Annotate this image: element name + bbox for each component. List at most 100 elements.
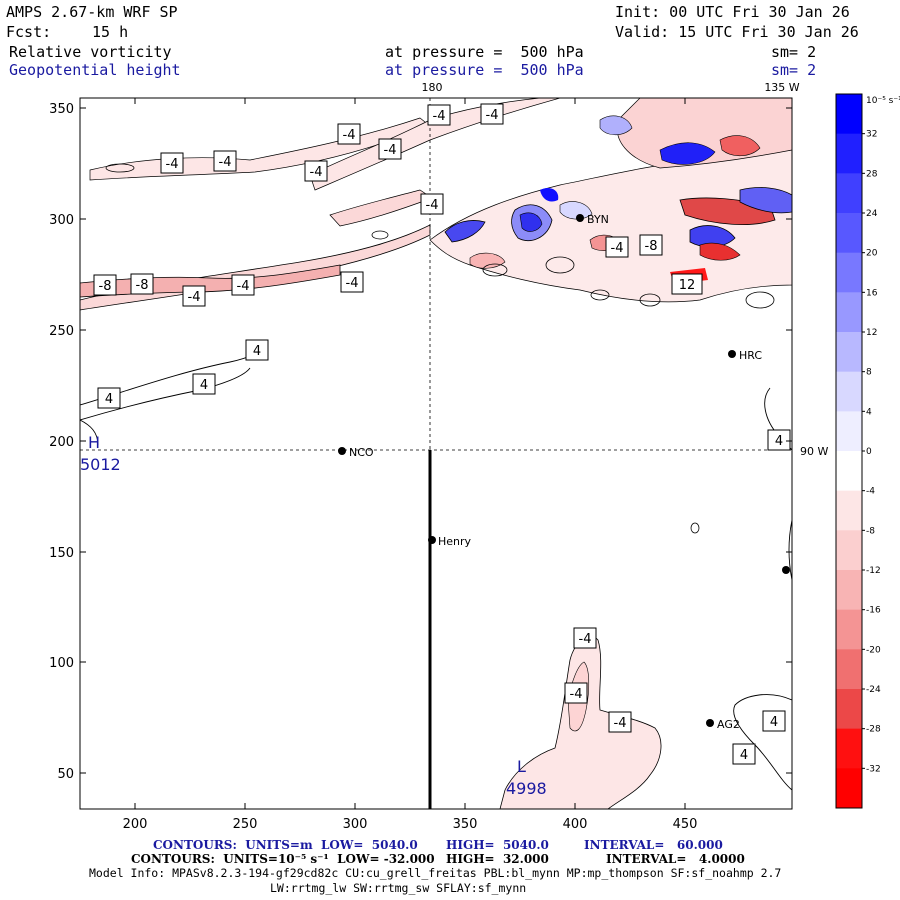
svg-text:4: 4: [775, 434, 783, 449]
colorbar-cell: [836, 649, 862, 690]
colorbar: 32 28 24 20 16 12 8 4 0 -4 -8 -12 -16 -20 -24 -28 -32 10…: [835, 93, 900, 809]
svg-text:-4: -4: [166, 157, 179, 172]
x-tick-label: 400: [563, 817, 588, 832]
colorbar-tick-label: 20: [866, 249, 878, 259]
svg-text:-4: -4: [570, 687, 583, 702]
colorbar-cell: [836, 490, 862, 531]
contour-loop: [745, 291, 775, 309]
forecast-hour: 15 h: [92, 23, 129, 41]
field2-level: at pressure = 500 hPa: [385, 61, 584, 79]
positive-vorticity-blob: [540, 188, 559, 202]
svg-text:-4: -4: [346, 276, 359, 291]
contour-label: -4: [231, 274, 255, 296]
svg-text:-4: -4: [433, 109, 446, 124]
field1-smoothing: sm= 2: [771, 43, 817, 61]
x-tick-label: 300: [343, 817, 368, 832]
y-tick-label: 250: [49, 324, 74, 339]
y-tick-label: 150: [49, 546, 74, 561]
y-tick-label: 200: [49, 435, 74, 450]
footer-model-info-physics: LW:rrtmg_lw SW:rrtmg_sw SFLAY:sf_mynn: [270, 881, 527, 895]
svg-text:-4: -4: [219, 155, 232, 170]
colorbar-unit: 10⁻⁵ s⁻¹: [866, 96, 900, 106]
colorbar-cell: [836, 768, 862, 809]
colorbar-tick-label: -4: [866, 487, 875, 497]
colorbar-tick-label: 4: [866, 407, 872, 417]
svg-text:-4: -4: [611, 241, 624, 256]
y-tick-label: 100: [49, 656, 74, 671]
contour-label: -8: [93, 274, 117, 296]
valid-time: Valid: 15 UTC Fri 30 Jan 26: [615, 23, 859, 41]
y-axis-labels: 350 300 250 200 150 100 50: [49, 102, 74, 782]
x-tick-label: 250: [233, 817, 258, 832]
footer-vorticity-interval: INTERVAL= 4.0000: [606, 852, 745, 866]
colorbar-tick-label: 16: [866, 288, 878, 298]
contour-label: -4: [304, 160, 328, 182]
positive-contour: [80, 419, 99, 446]
footer-vorticity-high: HIGH= 32.000: [446, 852, 549, 866]
contour-loop: [105, 163, 135, 173]
y-tick-label: 300: [49, 213, 74, 228]
negative-vorticity-blob: [719, 135, 761, 157]
positive-contour: [733, 694, 792, 791]
colorbar-cell: [836, 213, 862, 254]
contour-label: -4: [564, 682, 588, 704]
footer-height-high: HIGH= 5040.0: [446, 838, 549, 852]
negative-vorticity-blob: [469, 252, 506, 269]
svg-text:-4: -4: [614, 716, 627, 731]
x-tick-label: 450: [673, 817, 698, 832]
contour-label: -4: [337, 123, 361, 145]
station-label-henry: Henry: [438, 535, 472, 548]
positive-vorticity-blob: [739, 187, 792, 214]
contour-loop: [371, 230, 389, 240]
colorbar-tick-label: 32: [866, 130, 877, 140]
vorticity-band: [329, 189, 433, 227]
station-marker-byn: [576, 214, 584, 222]
colorbar-tick-label: -16: [866, 606, 881, 616]
colorbar-tick-label: -24: [866, 685, 881, 695]
positive-contour: [788, 519, 792, 581]
contour-label: 4: [245, 339, 269, 361]
high-pressure-marker: H: [88, 433, 100, 452]
colorbar-cell: [836, 570, 862, 611]
positive-contour: [80, 367, 251, 421]
x-tick-label: 200: [123, 817, 148, 832]
station-marker-ag2: [706, 719, 714, 727]
colorbar-cell: [836, 689, 862, 730]
contour-label: -4: [213, 150, 237, 172]
x-axis-labels: 200 250 300 350 400 450: [123, 817, 698, 832]
contour-label: -4: [480, 103, 504, 125]
init-time: Init: 00 UTC Fri 30 Jan 26: [615, 3, 850, 21]
station-label-byn: BYN: [587, 213, 609, 226]
positive-vorticity-blob: [519, 212, 543, 232]
contour-label: -4: [605, 236, 629, 258]
colorbar-cell: [836, 292, 862, 333]
contour-loop: [590, 289, 610, 301]
colorbar-cell: [836, 94, 862, 135]
y-tick-label: 50: [57, 767, 74, 782]
svg-text:-8: -8: [136, 278, 149, 293]
contour-loop: [482, 263, 508, 277]
contour-loop: [639, 293, 661, 307]
station-label-nco: NCO: [349, 446, 374, 459]
colorbar-cells: [836, 94, 862, 809]
footer-model-info: Model Info: MPASv8.2.3-194-gf29cd82c CU:…: [89, 866, 782, 880]
contour-label: -4: [608, 711, 632, 733]
positive-vorticity-blob: [559, 201, 593, 220]
colorbar-tick-labels: 32 28 24 20 16 12 8 4 0 -4 -8 -12 -16 -20 -24 -28 -32: [862, 130, 881, 774]
positive-vorticity-blob: [444, 220, 486, 243]
svg-text:4: 4: [200, 378, 208, 393]
colorbar-tick-label: 0: [866, 447, 872, 457]
vorticity-band: [80, 224, 431, 311]
station-marker-henry: [428, 536, 436, 544]
contour-label: -4: [182, 285, 206, 307]
longitude-label-180: 180: [422, 81, 443, 94]
svg-text:-8: -8: [645, 239, 658, 254]
svg-text:-4: -4: [384, 143, 397, 158]
contour-label: -4: [420, 193, 444, 215]
footer-vorticity-contours: CONTOURS: UNITS=10⁻⁵ s⁻¹ LOW= -32.000: [131, 852, 435, 866]
colorbar-tick-label: -32: [866, 764, 881, 774]
y-tick-label: 350: [49, 102, 74, 117]
contour-label: -4: [160, 152, 184, 174]
svg-text:-4: -4: [310, 165, 323, 180]
